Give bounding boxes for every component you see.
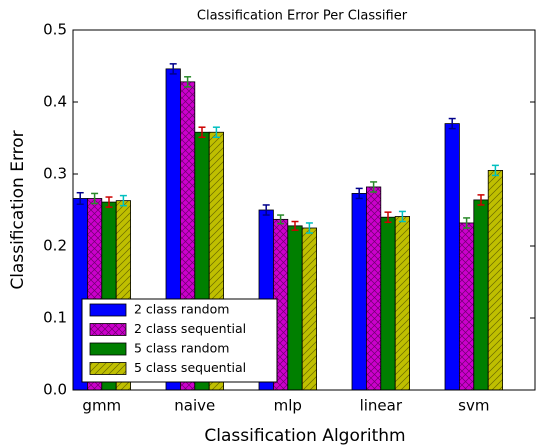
error-bar xyxy=(105,196,113,208)
bar-hatch xyxy=(459,222,474,390)
error-bar xyxy=(212,126,220,139)
y-tick-label: 0.0 xyxy=(43,381,67,399)
error-bar xyxy=(384,211,392,223)
bar xyxy=(380,216,396,391)
error-bar xyxy=(76,191,84,205)
chart-title: Classification Error Per Classifier xyxy=(197,9,408,24)
error-bar xyxy=(119,194,127,207)
y-axis-label: Classification Error xyxy=(8,130,28,289)
error-bar xyxy=(463,217,471,229)
bar xyxy=(473,199,489,391)
legend-swatch-hatch xyxy=(90,323,126,336)
bar xyxy=(351,193,367,391)
x-tick-label: naive xyxy=(174,397,215,415)
legend-label: 5 class sequential xyxy=(134,360,246,375)
bar-hatch xyxy=(395,216,410,390)
error-bar xyxy=(169,63,177,75)
bar-hatch xyxy=(302,228,317,390)
x-tick-label: svm xyxy=(458,397,489,415)
error-bar xyxy=(277,214,285,225)
x-tick-label: gmm xyxy=(82,397,121,415)
y-tick-label: 0.4 xyxy=(43,93,67,111)
legend-swatch-hatch xyxy=(90,362,126,375)
error-bar xyxy=(91,192,99,205)
plot-frame xyxy=(72,29,536,391)
legend-label: 5 class random xyxy=(134,341,229,356)
error-bar xyxy=(262,204,270,216)
bar xyxy=(444,123,460,391)
legend-label: 2 class random xyxy=(134,302,229,317)
x-axis-label: Classification Algorithm xyxy=(204,426,405,446)
y-tick-label: 0.5 xyxy=(43,21,67,39)
error-bar xyxy=(291,220,299,231)
error-bar xyxy=(448,117,456,130)
legend-label: 2 class sequential xyxy=(134,321,246,336)
error-bar xyxy=(184,76,192,88)
bar-hatch xyxy=(488,170,503,390)
legend-swatch xyxy=(89,303,127,317)
x-tick-label: mlp xyxy=(274,397,302,415)
y-tick-label: 0.2 xyxy=(43,237,67,255)
error-bar xyxy=(305,222,313,234)
legend-swatch xyxy=(89,342,127,356)
y-tick-label: 0.3 xyxy=(43,165,67,183)
legend: 2 class random 2 class sequential 5 class … xyxy=(81,298,278,383)
bar xyxy=(287,225,303,391)
error-bar xyxy=(370,181,378,193)
error-bar xyxy=(198,126,206,139)
error-bar xyxy=(398,210,406,223)
error-bar xyxy=(355,187,363,200)
y-tick-label: 0.1 xyxy=(43,309,67,327)
bar-hatch xyxy=(366,186,381,390)
error-bar xyxy=(491,164,499,177)
x-tick-label: linear xyxy=(360,397,403,415)
error-bar xyxy=(477,194,485,206)
